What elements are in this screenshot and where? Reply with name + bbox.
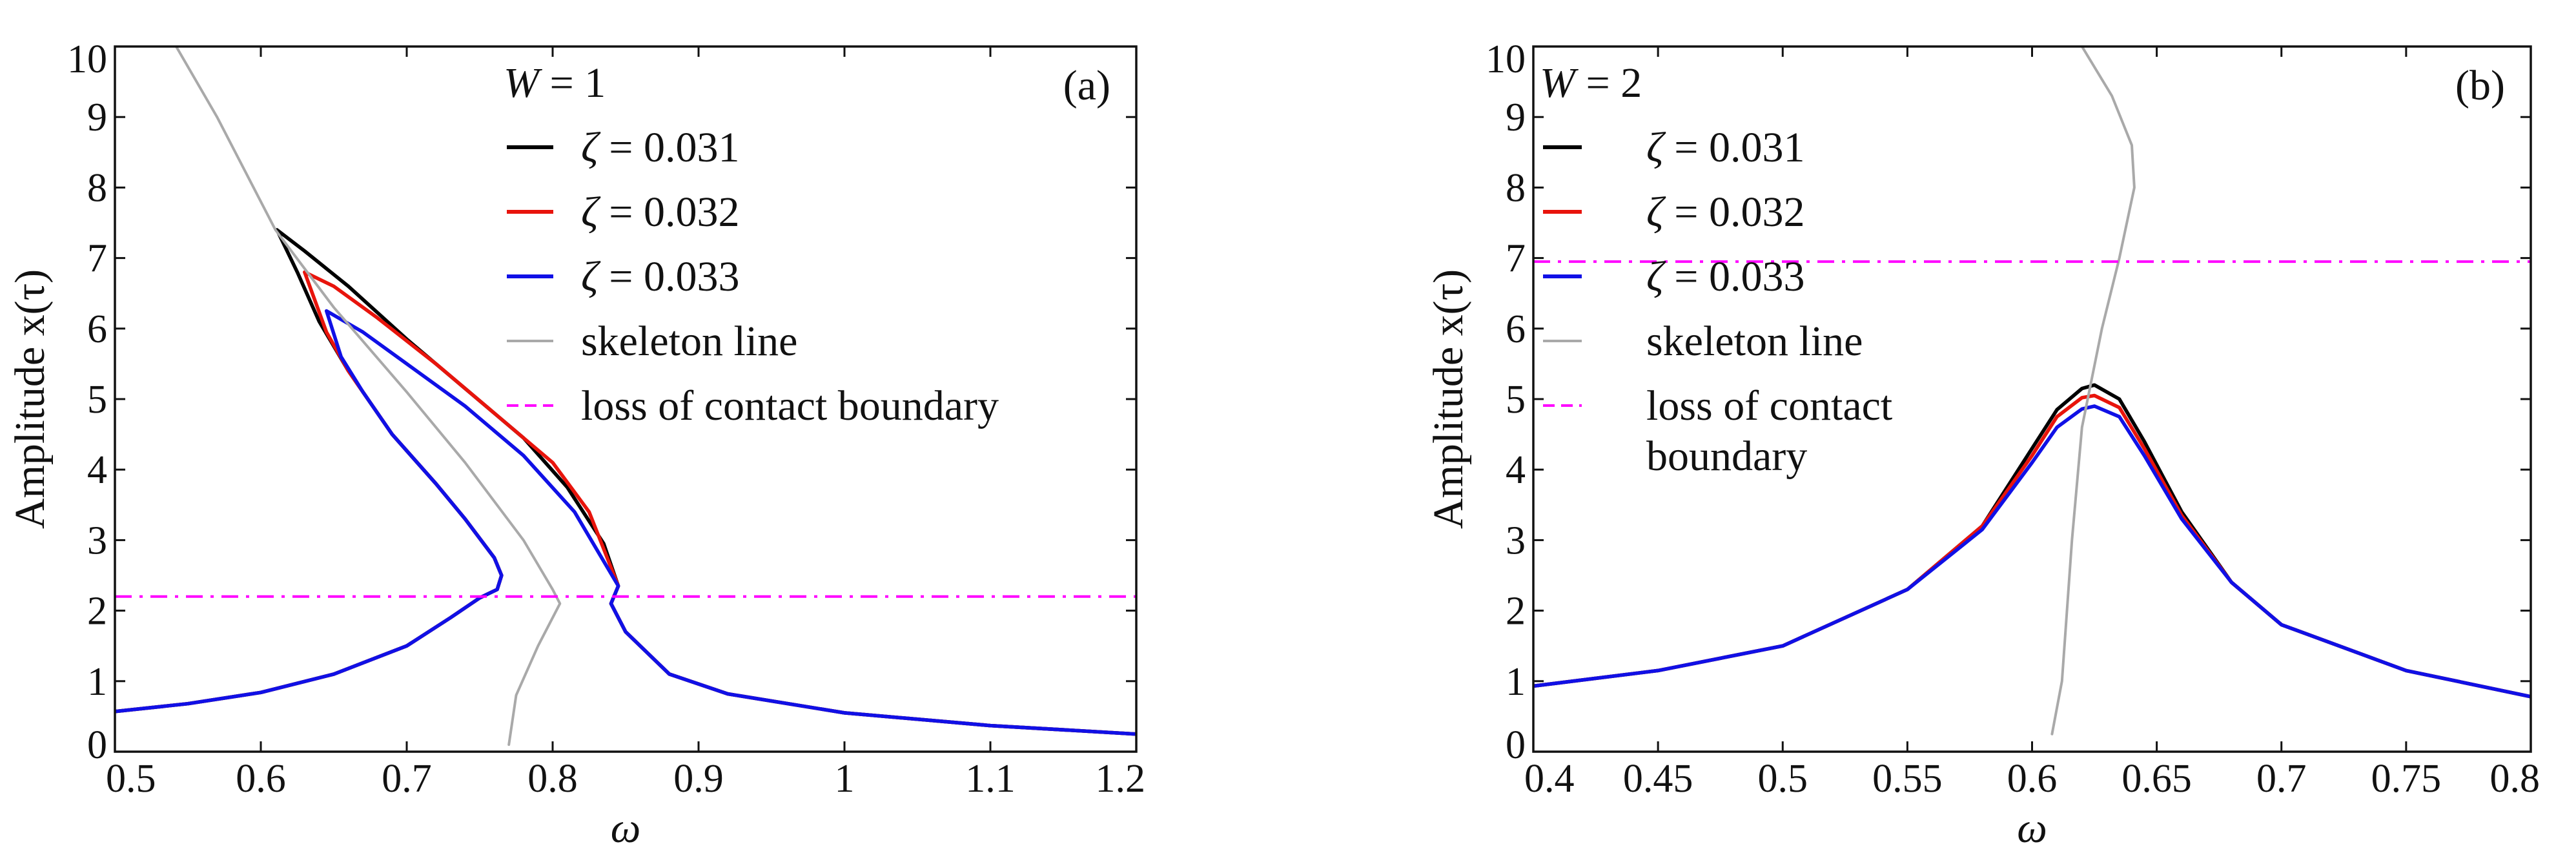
y-tick-label-0-5: 5 [87, 378, 107, 422]
legend-0: W = 1 ζ = 0.031 ζ = 0.032 ζ = 0.033 skeleton… [504, 59, 999, 429]
x-tick-label-1-5: 0.65 [2121, 757, 2192, 801]
chart-panel-1: 0.4 0.45 0.5 0.55 0.6 0.65 0.7 0.75 0.8 0 1 2 3 4 5 6 7 8… [1425, 37, 2540, 852]
y-tick-label-1-10: 10 [1486, 37, 1526, 81]
plot-area-0 [115, 46, 1136, 747]
x-tick-label-1-4: 0.6 [2007, 757, 2058, 801]
x-tick-label-1-7: 0.75 [2371, 757, 2442, 801]
x-tick-label-0-5: 1 [835, 757, 855, 801]
legend-label-0-2: ζ = 0.033 [581, 253, 739, 300]
panel-label-0: (a) [1063, 62, 1110, 109]
x-tick-label-1-6: 0.7 [2256, 757, 2307, 801]
series-line-1-3 [2050, 46, 2136, 736]
legend-label-1-2: ζ = 0.033 [1646, 253, 1804, 300]
legend-label-0-3: skeleton line [581, 318, 797, 365]
x-axis-title-1: ω [2017, 805, 2047, 852]
y-tick-label-0-10: 10 [67, 37, 107, 81]
chart-panel-0: 0.5 0.6 0.7 0.8 0.9 1 1.1 1.2 0 1 2 3 4 5 6 7 8 9 10 ω Ampli… [6, 37, 1145, 852]
x-tick-label-0-1: 0.6 [236, 757, 286, 801]
series-line-1-2 [1533, 404, 2531, 699]
y-tick-label-0-2: 2 [87, 590, 107, 634]
series-line-0-0 [115, 228, 1136, 736]
x-tick-label-1-0: 0.4 [1524, 757, 1575, 801]
x-tick-label-1-8: 0.8 [2490, 757, 2540, 801]
y-tick-label-1-6: 6 [1506, 307, 1526, 351]
y-tick-label-0-6: 6 [87, 307, 107, 351]
y-tick-label-0-1: 1 [87, 660, 107, 704]
x-tick-label-0-4: 0.9 [673, 757, 724, 801]
legend-label-1-0: ζ = 0.031 [1646, 124, 1804, 171]
x-tick-label-0-6: 1.1 [965, 757, 1016, 801]
x-tick-label-0-3: 0.8 [527, 757, 578, 801]
y-tick-label-1-7: 7 [1506, 237, 1526, 281]
y-axis-title-1: Amplitude x(τ) [1425, 269, 1472, 529]
y-tick-label-1-2: 2 [1506, 590, 1526, 634]
y-tick-label-1-3: 3 [1506, 519, 1526, 562]
panel-label-1: (b) [2455, 62, 2505, 109]
legend-title-1: W = 2 [1540, 59, 1642, 107]
y-tick-label-1-0: 0 [1506, 723, 1526, 767]
x-tick-label-0-7: 1.2 [1096, 757, 1146, 801]
legend-label-1-3: skeleton line [1646, 318, 1863, 365]
legend-title-0: W = 1 [504, 59, 606, 107]
x-tick-label-0-0: 0.5 [106, 757, 156, 801]
legend-label-1-1: ζ = 0.032 [1646, 189, 1804, 236]
x-axis-title-0: ω [611, 805, 641, 852]
y-tick-label-0-7: 7 [87, 237, 107, 281]
y-tick-label-1-4: 4 [1506, 448, 1526, 492]
y-tick-label-1-1: 1 [1506, 660, 1526, 704]
series-line-0-2 [115, 309, 1136, 736]
plot-area-1 [1533, 46, 2531, 736]
y-tick-label-1-9: 9 [1506, 96, 1526, 139]
y-tick-label-0-9: 9 [87, 96, 107, 139]
series-line-1-0 [1533, 383, 2531, 699]
legend-1: W = 2ζ = 0.031 ζ = 0.032 ζ = 0.033 skeleton… [1540, 59, 1892, 480]
y-tick-label-1-8: 8 [1506, 166, 1526, 210]
y-tick-label-1-5: 5 [1506, 378, 1526, 422]
y-tick-label-0-8: 8 [87, 166, 107, 210]
legend-label-1-4: loss of contact boundary [1646, 382, 1892, 480]
x-tick-label-0-2: 0.7 [382, 757, 432, 801]
legend-label-0-1: ζ = 0.032 [581, 189, 739, 236]
legend-label-0-4: loss of contact boundary [581, 382, 999, 429]
y-tick-label-0-0: 0 [87, 723, 107, 767]
y-tick-label-0-3: 3 [87, 519, 107, 562]
x-tick-label-1-2: 0.5 [1758, 757, 1808, 801]
x-tick-label-1-1: 0.45 [1623, 757, 1693, 801]
x-tick-label-1-3: 0.55 [1872, 757, 1943, 801]
y-tick-label-0-4: 4 [87, 448, 107, 492]
legend-label-0-0: ζ = 0.031 [581, 124, 739, 171]
y-axis-title-0: Amplitude x(τ) [6, 269, 54, 529]
series-line-0-3 [174, 46, 562, 747]
